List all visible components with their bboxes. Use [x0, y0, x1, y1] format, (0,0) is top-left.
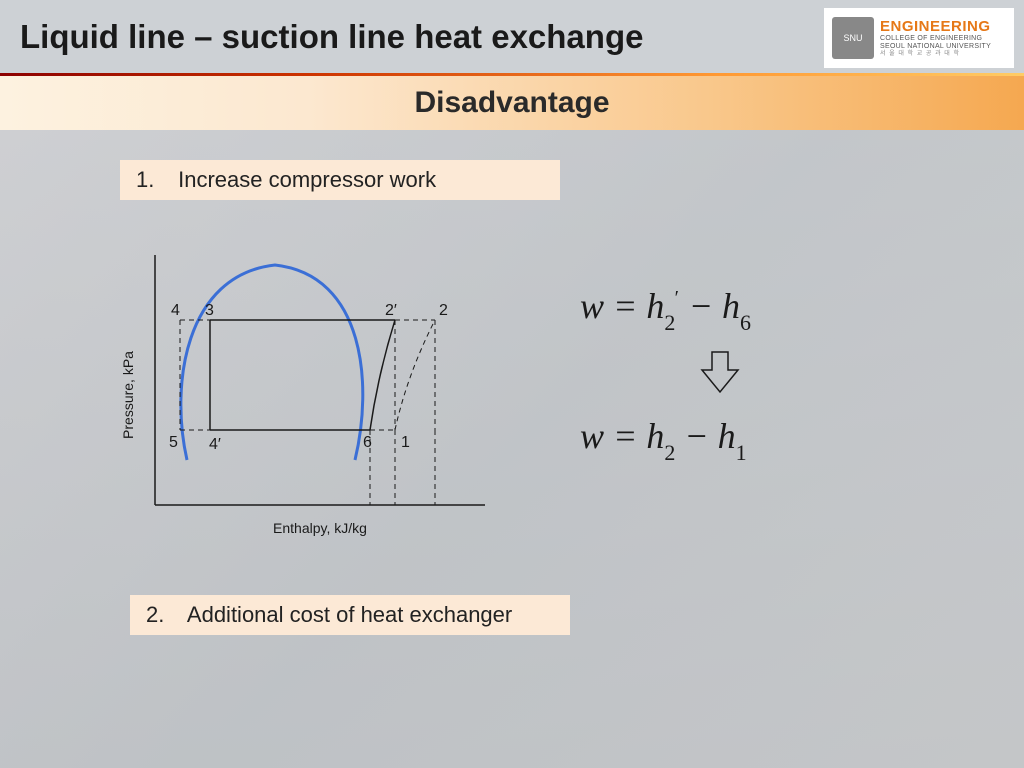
eq-var: h — [722, 286, 740, 326]
minus-sign: − — [684, 416, 717, 456]
logo: SNU ENGINEERING COLLEGE OF ENGINEERING S… — [824, 8, 1014, 68]
slide-header: Liquid line – suction line heat exchange… — [0, 0, 1024, 76]
svg-text:2′: 2′ — [385, 302, 397, 319]
eq-sub: 6 — [740, 310, 751, 335]
slide-content: 1. Increase compressor work Pressure, kP… — [0, 130, 1024, 160]
svg-text:6: 6 — [363, 434, 372, 451]
bullet-text: Additional cost of heat exchanger — [187, 602, 512, 627]
logo-sub1: COLLEGE OF ENGINEERING — [880, 35, 991, 43]
bullet-number: 1. — [136, 167, 172, 193]
section-header: Disadvantage — [0, 76, 1024, 130]
svg-text:2: 2 — [439, 302, 448, 319]
equals-sign: = — [613, 416, 646, 456]
logo-text: ENGINEERING COLLEGE OF ENGINEERING SEOUL… — [880, 19, 991, 57]
equals-sign: = — [613, 286, 646, 326]
section-title: Disadvantage — [414, 86, 609, 120]
slide-title: Liquid line – suction line heat exchange — [20, 18, 643, 56]
eq-var: w — [580, 286, 604, 326]
logo-main: ENGINEERING — [880, 19, 991, 36]
eq-sub: 2 — [664, 310, 675, 335]
svg-text:5: 5 — [169, 434, 178, 451]
svg-text:1: 1 — [401, 434, 410, 451]
logo-sub2: SEOUL NATIONAL UNIVERSITY — [880, 43, 991, 51]
eq-var: h — [646, 286, 664, 326]
svg-text:4: 4 — [171, 302, 180, 319]
svg-text:Enthalpy, kJ/kg: Enthalpy, kJ/kg — [273, 520, 367, 536]
equation-1: w = h2′ − h6 — [580, 285, 930, 332]
eq-prime: ′ — [673, 287, 677, 309]
logo-sub3: 서 울 대 학 교 공 과 대 학 — [880, 51, 991, 58]
down-arrow-icon — [700, 350, 930, 401]
eq-var: w — [580, 416, 604, 456]
ph-diagram: Pressure, kPa Enthalpy, kJ/kg 1 2 3 4 5 6 2′ 4′ — [115, 225, 495, 545]
chart-svg: Pressure, kPa Enthalpy, kJ/kg 1 2 3 4 5 6 2′ 4′ — [115, 225, 495, 545]
bullet-number: 2. — [146, 602, 182, 628]
eq-var: h — [718, 416, 736, 456]
minus-sign: − — [689, 286, 722, 326]
svg-text:3: 3 — [205, 302, 214, 319]
equations-block: w = h2′ − h6 w = h2 − h1 — [580, 285, 930, 462]
bullet-item-1: 1. Increase compressor work — [120, 160, 560, 200]
university-emblem-icon: SNU — [832, 17, 874, 59]
eq-var: h — [646, 416, 664, 456]
eq-sub: 1 — [736, 440, 747, 465]
svg-text:Pressure, kPa: Pressure, kPa — [120, 351, 136, 439]
bullet-item-2: 2. Additional cost of heat exchanger — [130, 595, 570, 635]
eq-sub: 2 — [664, 440, 675, 465]
svg-text:4′: 4′ — [209, 436, 221, 453]
equation-2: w = h2 − h1 — [580, 415, 930, 462]
bullet-text: Increase compressor work — [178, 167, 436, 192]
